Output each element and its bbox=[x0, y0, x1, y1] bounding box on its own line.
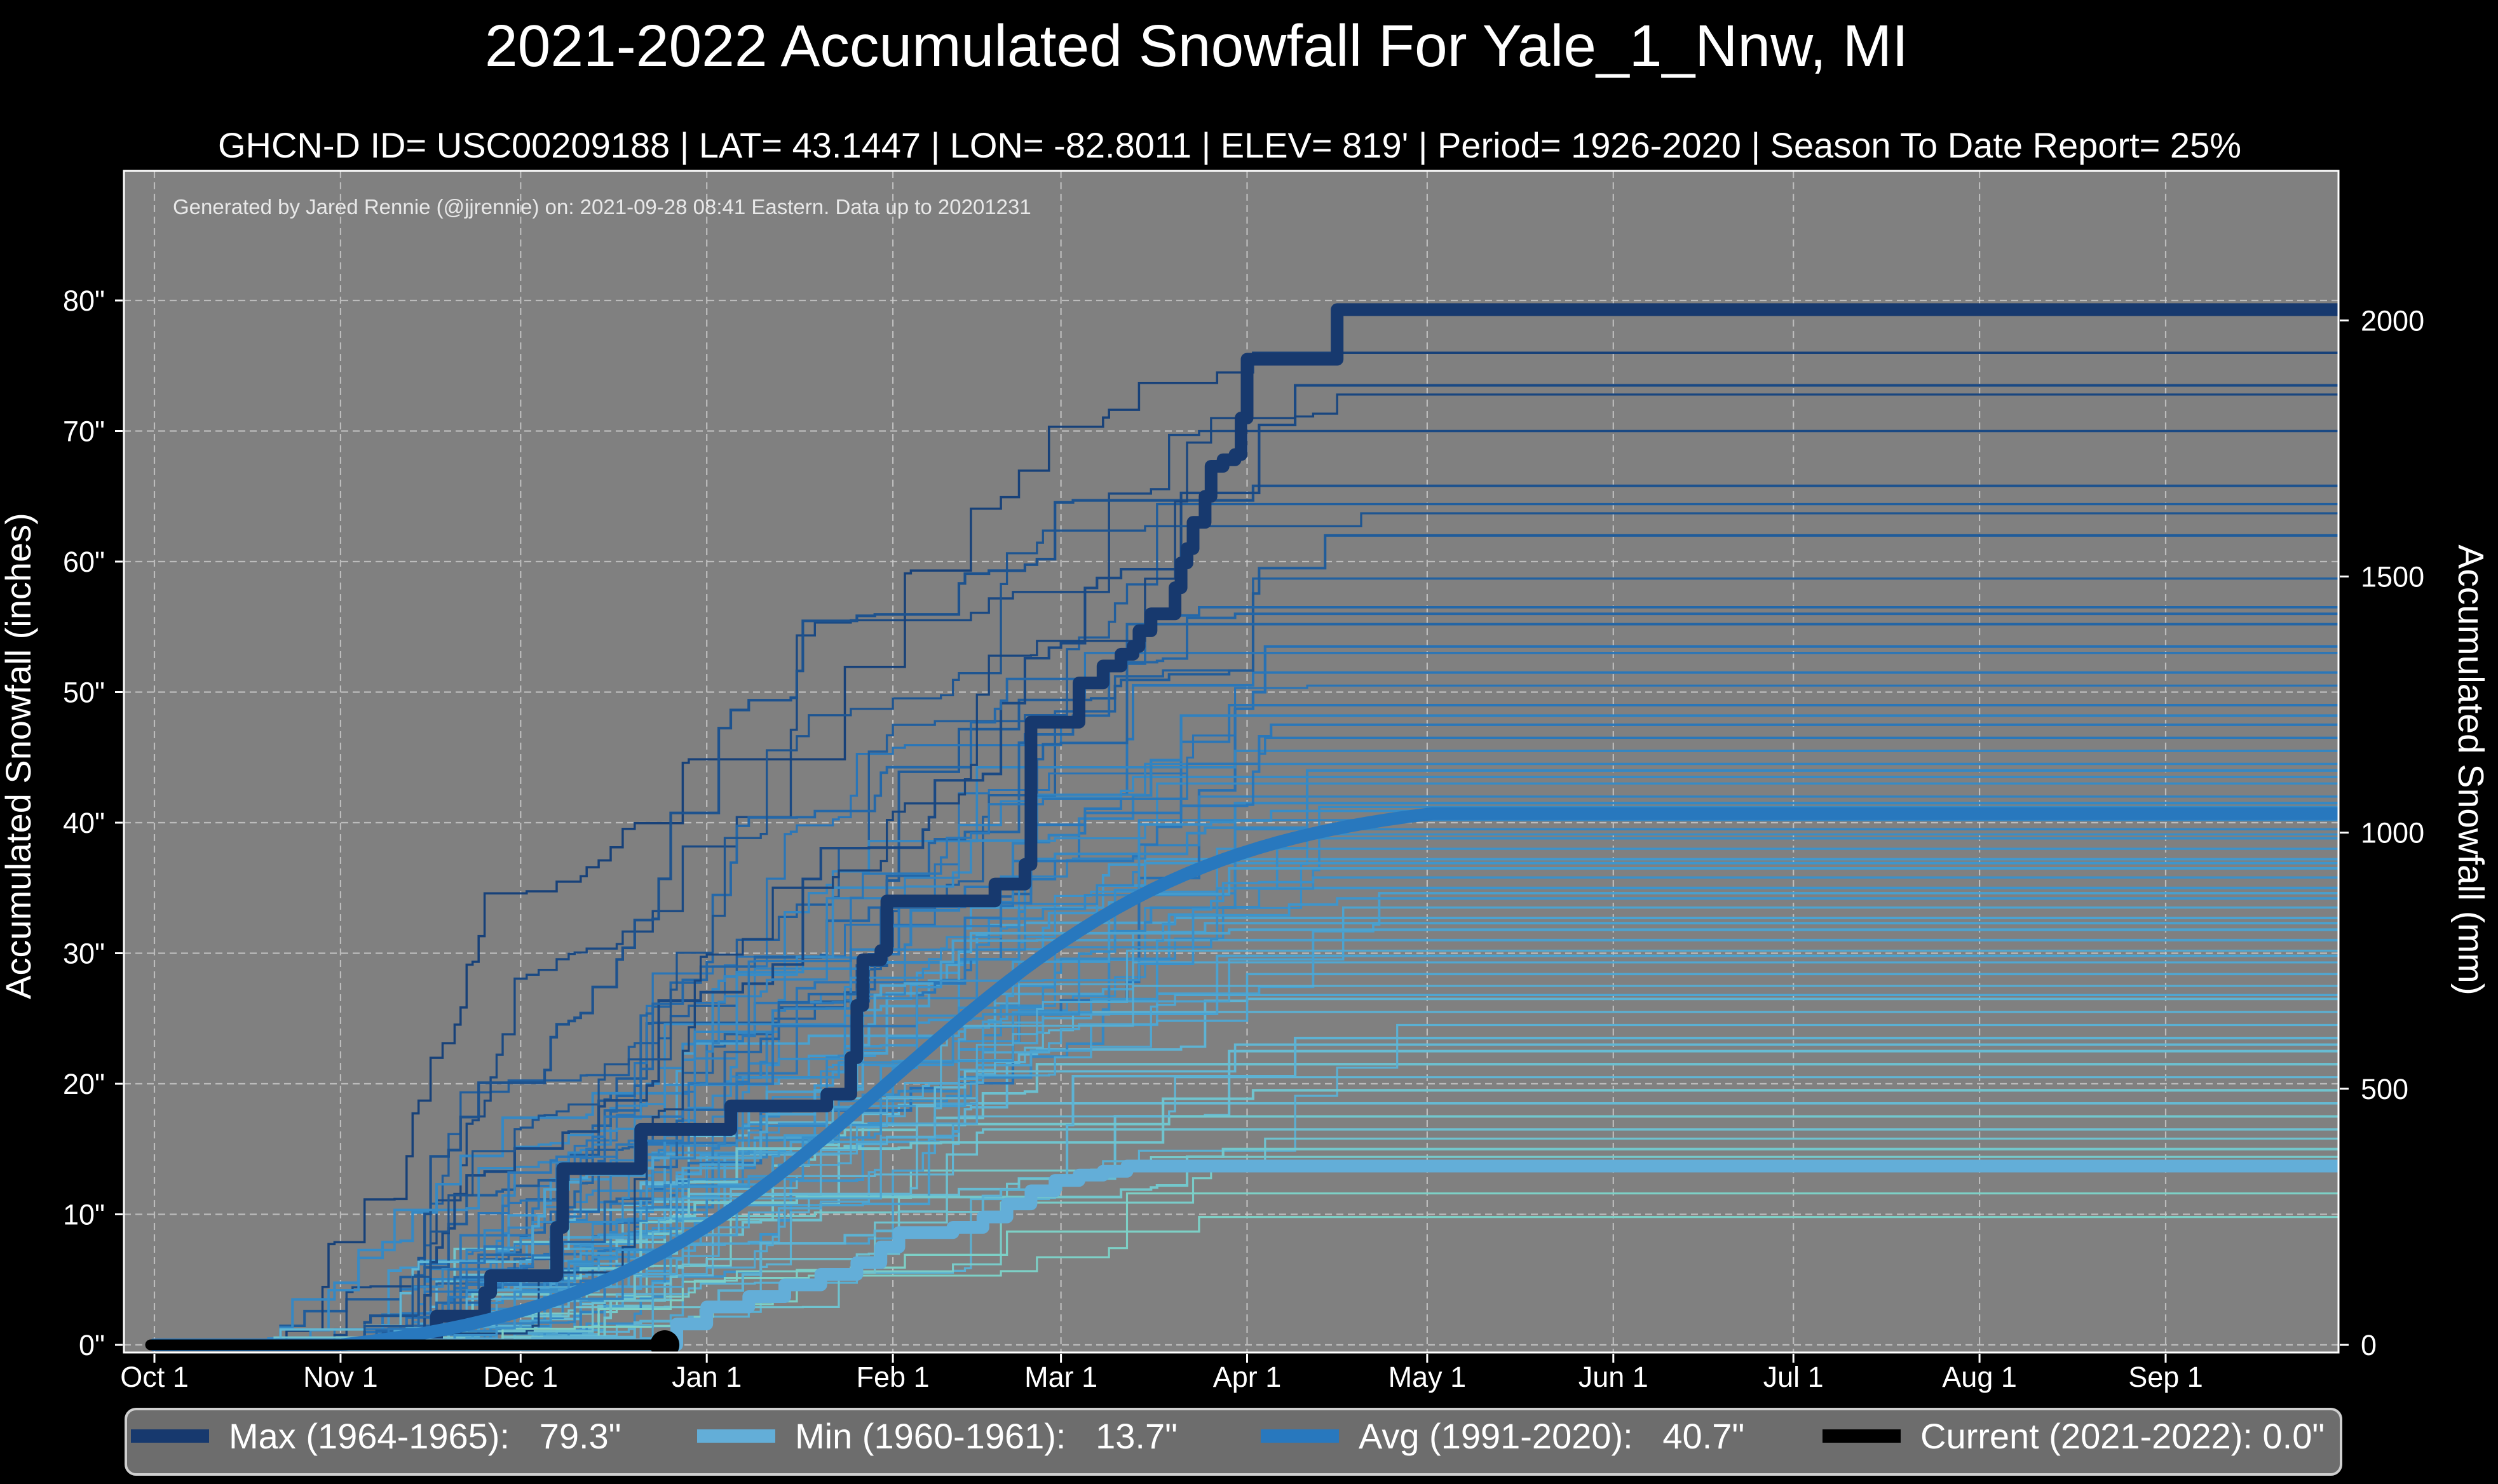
svg-text:2000: 2000 bbox=[2361, 304, 2424, 337]
svg-text:Dec 1: Dec 1 bbox=[484, 1361, 559, 1393]
svg-text:Min (1960-1961): 13.7": Min (1960-1961): 13.7" bbox=[795, 1416, 1178, 1456]
svg-text:30": 30" bbox=[63, 938, 105, 970]
svg-text:Accumulated Snowfall (inches): Accumulated Snowfall (inches) bbox=[0, 513, 38, 999]
svg-text:Accumulated Snowfall (mm): Accumulated Snowfall (mm) bbox=[2450, 544, 2491, 995]
svg-text:Jan 1: Jan 1 bbox=[672, 1361, 742, 1393]
svg-text:60": 60" bbox=[63, 546, 105, 578]
svg-text:Generated by Jared Rennie (@jj: Generated by Jared Rennie (@jjrennie) on… bbox=[173, 195, 1031, 219]
svg-text:Sep 1: Sep 1 bbox=[2128, 1361, 2203, 1393]
svg-text:Oct 1: Oct 1 bbox=[120, 1361, 189, 1393]
svg-text:500: 500 bbox=[2361, 1073, 2408, 1105]
svg-text:Nov 1: Nov 1 bbox=[303, 1361, 378, 1393]
svg-text:GHCN-D ID= USC00209188 | LAT=: GHCN-D ID= USC00209188 | LAT= 43.1447 | … bbox=[218, 125, 2241, 165]
svg-text:40": 40" bbox=[63, 807, 105, 839]
svg-text:20": 20" bbox=[63, 1068, 105, 1100]
svg-text:Max (1964-1965): 79.3": Max (1964-1965): 79.3" bbox=[229, 1416, 621, 1456]
svg-text:1000: 1000 bbox=[2361, 817, 2424, 849]
svg-text:Aug 1: Aug 1 bbox=[1942, 1361, 2017, 1393]
svg-text:Jun 1: Jun 1 bbox=[1578, 1361, 1648, 1393]
svg-text:80": 80" bbox=[63, 285, 105, 317]
svg-text:50": 50" bbox=[63, 677, 105, 709]
svg-text:May 1: May 1 bbox=[1388, 1361, 1467, 1393]
svg-text:Avg (1991-2020): 40.7": Avg (1991-2020): 40.7" bbox=[1359, 1416, 1744, 1456]
svg-text:Jul 1: Jul 1 bbox=[1763, 1361, 1824, 1393]
svg-text:Apr 1: Apr 1 bbox=[1213, 1361, 1282, 1393]
svg-text:0: 0 bbox=[2361, 1329, 2377, 1361]
svg-text:0": 0" bbox=[79, 1329, 105, 1361]
svg-text:Mar 1: Mar 1 bbox=[1024, 1361, 1097, 1393]
svg-text:Current (2021-2022): 0.0": Current (2021-2022): 0.0" bbox=[1920, 1416, 2325, 1456]
svg-text:2021-2022 Accumulated Snowfall: 2021-2022 Accumulated Snowfall For Yale_… bbox=[485, 13, 1908, 79]
svg-text:1500: 1500 bbox=[2361, 561, 2424, 593]
svg-text:70": 70" bbox=[63, 415, 105, 448]
svg-text:Feb 1: Feb 1 bbox=[857, 1361, 930, 1393]
svg-text:10": 10" bbox=[63, 1199, 105, 1231]
